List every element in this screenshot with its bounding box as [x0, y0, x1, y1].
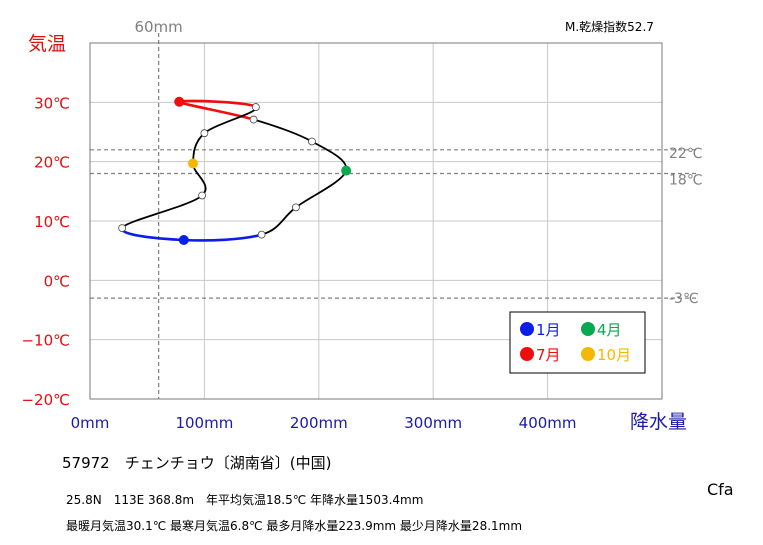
reference-label-temperature: -3℃ — [669, 291, 699, 307]
climate-curve — [120, 99, 348, 242]
y-tick-label: −20℃ — [21, 391, 70, 409]
month-point-12 — [118, 224, 127, 233]
station-summary-line1: 25.8N 113E 368.8m 年平均気温18.5℃ 年降水量1503.4m… — [66, 493, 424, 507]
x-axis-label: 降水量 — [630, 411, 687, 433]
precipitation-ticks: 0mm 100mm 200mm 300mm 400mm — [71, 414, 577, 432]
legend-label: 7月 — [536, 346, 561, 364]
curve-segment — [311, 140, 348, 171]
koppen-class: Cfa — [707, 480, 734, 499]
x-tick-label: 100mm — [175, 414, 233, 432]
curve-segment-winter — [183, 233, 262, 242]
month-point-2 — [257, 230, 266, 239]
month-point-10 — [187, 158, 198, 169]
grid-layer — [90, 43, 662, 399]
month-point-8 — [251, 103, 260, 111]
curve-segment-winter — [120, 227, 184, 242]
month-point-7 — [174, 96, 185, 107]
curve-segment — [121, 194, 203, 229]
x-tick-label: 400mm — [519, 414, 577, 432]
month-point-6 — [249, 115, 258, 124]
curve-segment — [295, 170, 347, 209]
curve-segment — [192, 163, 207, 197]
climograph-chart: 22℃ 18℃ -3℃ 60mm −20℃ −10℃ 0℃ 10℃ 20℃ 30℃ 0mm 100… — [21, 18, 703, 433]
reference-lines: 22℃ 18℃ -3℃ 60mm — [90, 18, 703, 399]
month-point-3 — [292, 203, 300, 212]
x-tick-label: 300mm — [404, 414, 462, 432]
legend-label: 10月 — [597, 346, 631, 364]
legend-marker-4 — [581, 322, 595, 336]
y-axis-label: 気温 — [28, 33, 66, 55]
legend-marker-1 — [520, 322, 534, 336]
month-point-11 — [198, 191, 207, 200]
legend: 1月 4月 7月 10月 — [509, 311, 646, 374]
legend-marker-10 — [581, 347, 595, 361]
y-tick-label: 0℃ — [44, 272, 70, 290]
legend-label: 4月 — [597, 321, 622, 339]
x-tick-label: 200mm — [290, 414, 348, 432]
temperature-ticks: −20℃ −10℃ 0℃ 10℃ 20℃ 30℃ — [21, 94, 70, 409]
month-point-1 — [178, 234, 189, 245]
curve-segment — [253, 118, 313, 143]
y-tick-label: −10℃ — [21, 332, 70, 350]
y-tick-label: 30℃ — [34, 94, 70, 112]
reference-label-precipitation: 60mm — [134, 18, 182, 36]
aridity-index: M.乾燥指数52.7 — [565, 19, 654, 34]
reference-label-temperature: 22℃ — [669, 146, 703, 162]
y-tick-label: 10℃ — [34, 213, 70, 231]
station-title: 57972 チェンチョウ〔湖南省〕(中国) — [62, 454, 332, 472]
month-point-4 — [341, 165, 352, 176]
month-point-5 — [308, 137, 316, 146]
month-points — [118, 96, 352, 245]
legend-label: 1月 — [536, 321, 561, 339]
legend-box — [509, 311, 646, 374]
plot-frame — [89, 42, 663, 400]
month-point-9 — [200, 129, 209, 138]
legend-marker-7 — [520, 347, 534, 361]
reference-label-temperature: 18℃ — [669, 173, 703, 189]
curve-segment — [261, 206, 297, 236]
y-tick-label: 20℃ — [34, 154, 70, 172]
station-summary-line2: 最暖月気温30.1℃ 最寒月気温6.8℃ 最多月降水量223.9mm 最少月降水… — [66, 519, 523, 533]
x-tick-label: 0mm — [71, 414, 110, 432]
